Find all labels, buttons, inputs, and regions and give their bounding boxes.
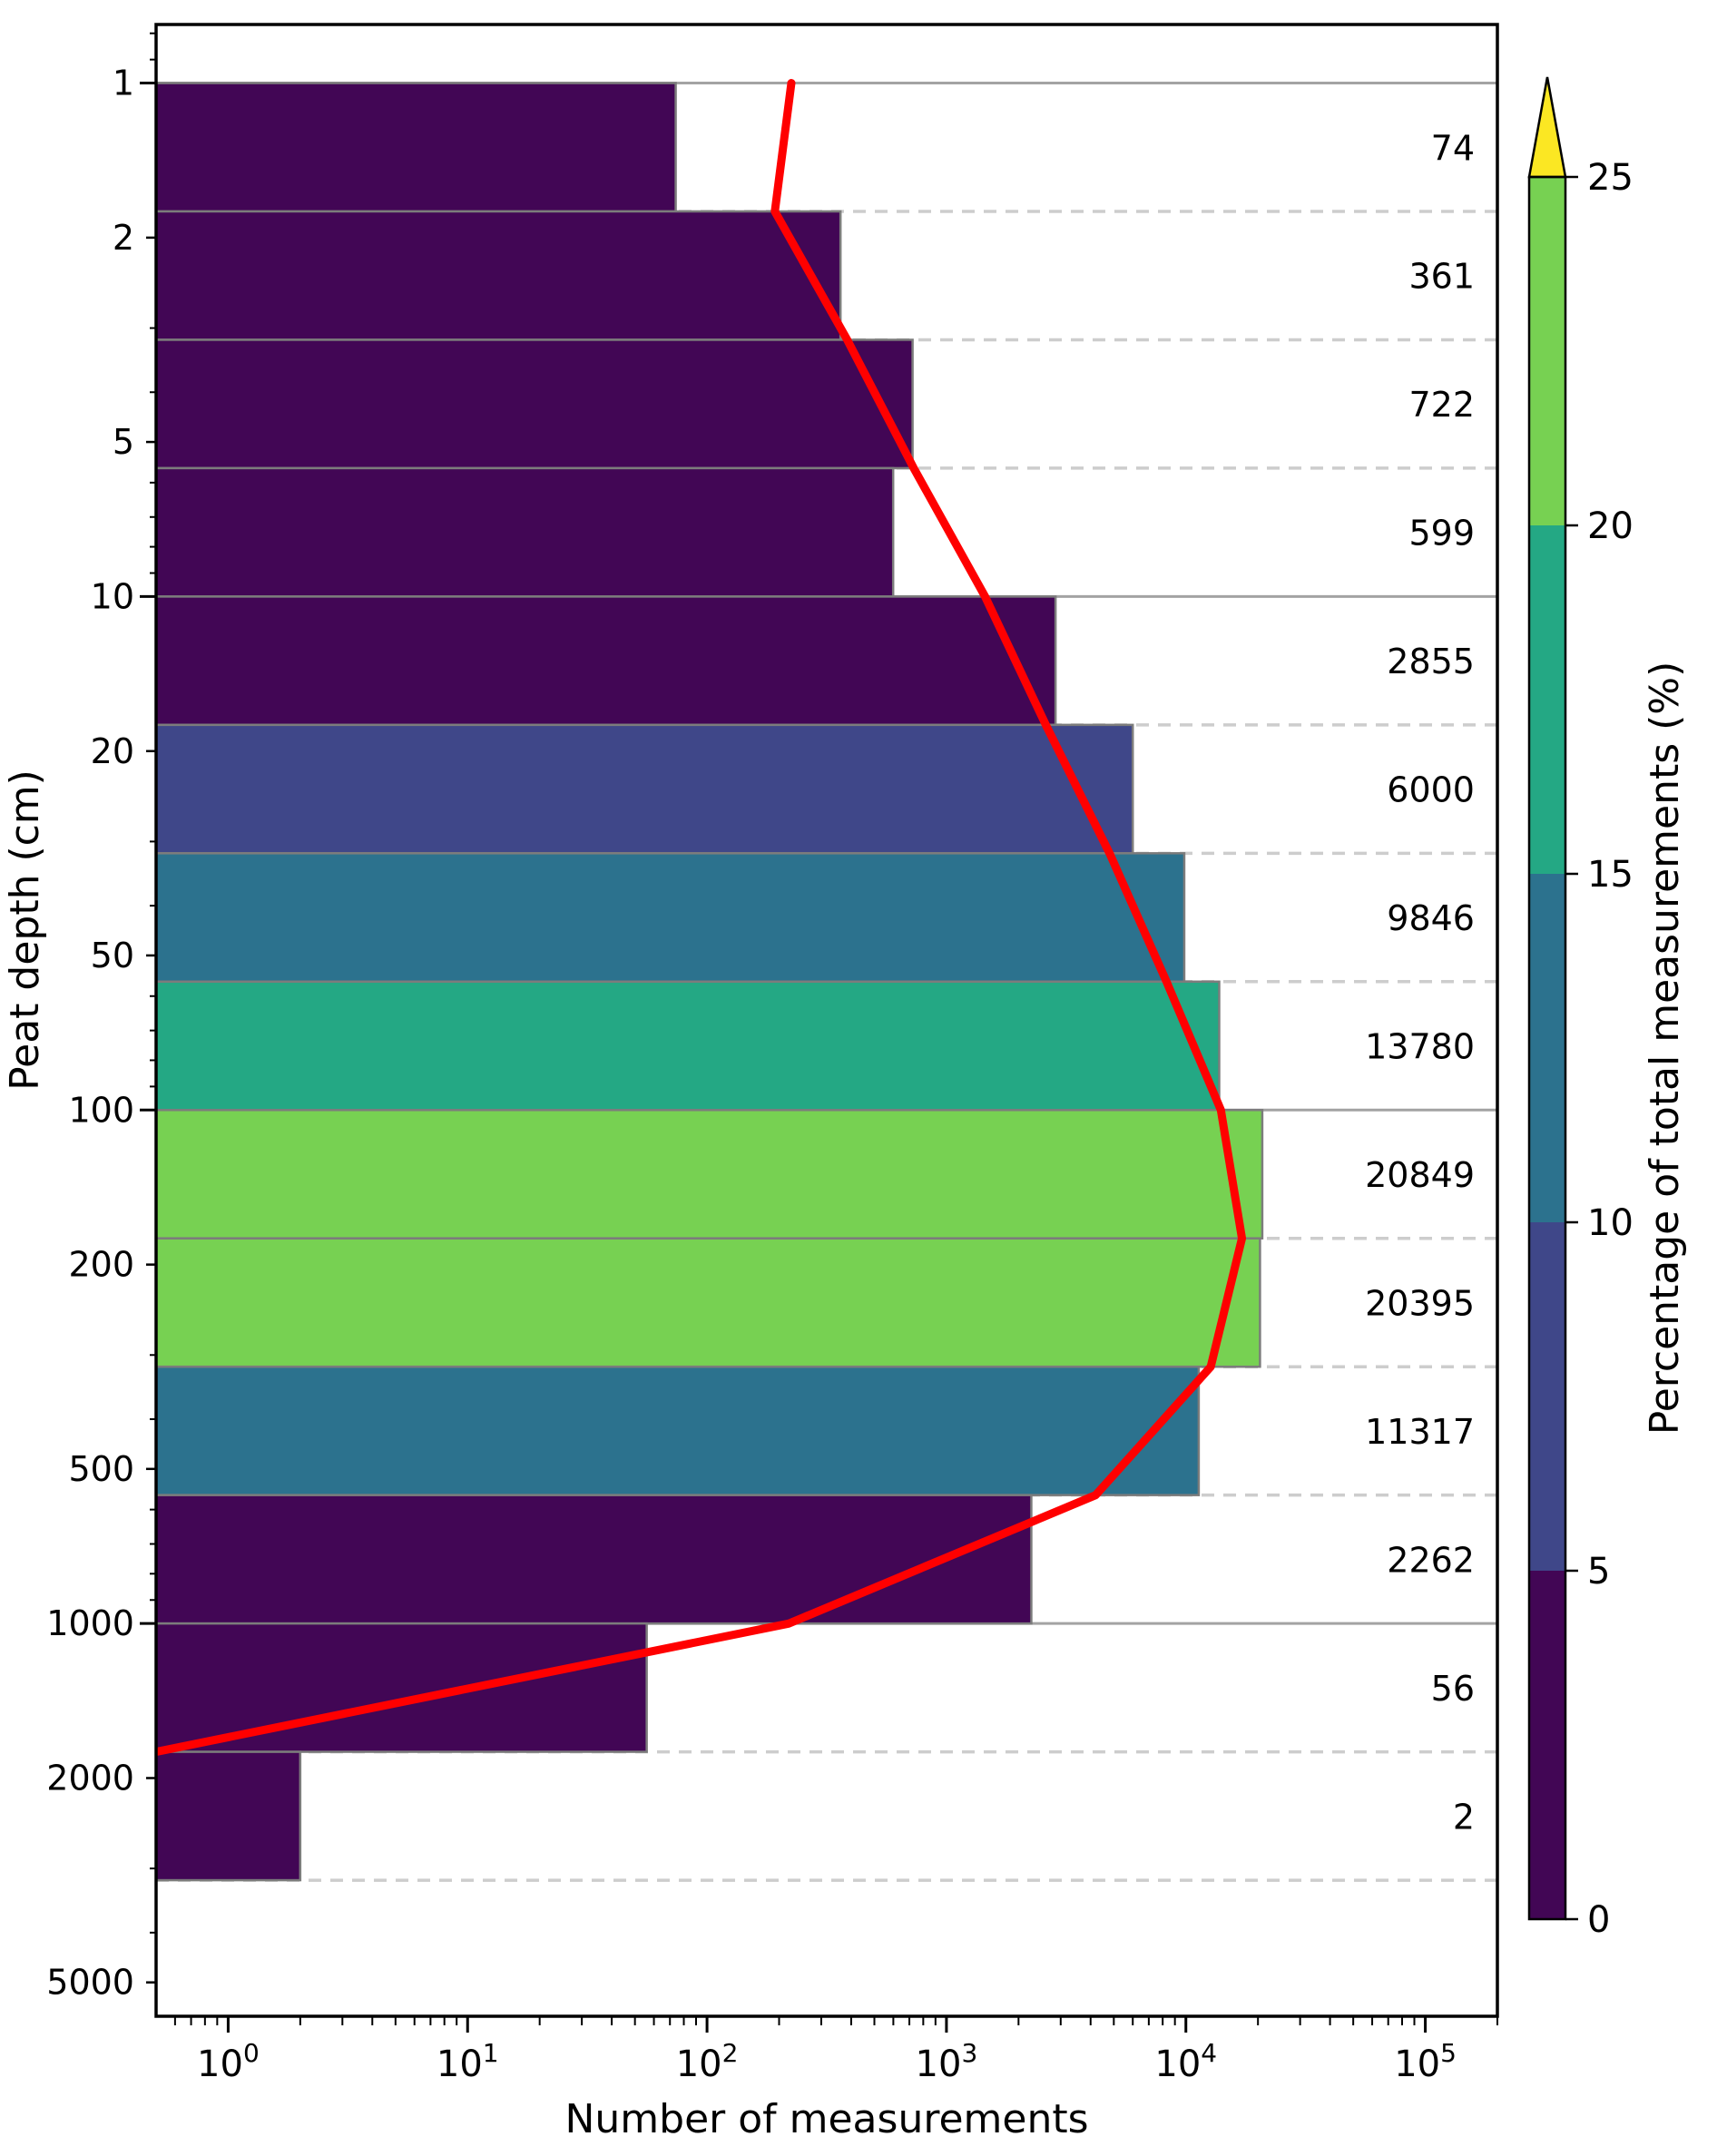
bar-value-label: 13780: [1365, 1027, 1475, 1067]
x-tick-label: 101: [437, 2038, 499, 2085]
bar-value-label: 74: [1431, 128, 1475, 168]
y-tick-label: 5000: [46, 1963, 134, 2003]
bar-value-labels: 74 361 722 599 2855 6000 9846 13780 20849 20395 11…: [1365, 128, 1475, 1837]
trend-line-layer: [156, 79, 1247, 1757]
histogram-bars: [154, 82, 1264, 1882]
colorbar-tick-label: 10: [1587, 1202, 1634, 1244]
bar-value-label: 599: [1408, 514, 1475, 554]
bar-value-label: 20849: [1365, 1155, 1475, 1195]
colorbar-tick-label: 25: [1587, 157, 1634, 199]
colorbar-segment: [1529, 525, 1565, 874]
x-tick-label: 105: [1394, 2038, 1457, 2085]
y-tick-label: 1000: [46, 1603, 134, 1643]
y-tick-label: 20: [91, 731, 134, 771]
y-tick-label: 2000: [46, 1758, 134, 1798]
bar: [154, 338, 914, 470]
y-tick-label: 10: [91, 576, 134, 616]
y-axis: 1 2 5 10 20 50 100 200 500 1000 2000 5000: [46, 32, 156, 2003]
bar: [154, 723, 1134, 855]
y-tick-label: 2: [113, 218, 134, 258]
bar: [154, 466, 895, 598]
colorbar-segment: [1529, 1571, 1565, 1919]
bar-value-label: 6000: [1387, 770, 1475, 810]
bar-value-label: 56: [1431, 1669, 1475, 1709]
y-tick-label: 50: [91, 936, 134, 975]
bar-value-label: 9846: [1387, 898, 1475, 938]
bar-value-label: 2: [1453, 1797, 1475, 1837]
bar: [154, 1750, 302, 1882]
bar-value-label: 20395: [1365, 1283, 1475, 1323]
y-tick-label: 5: [113, 422, 134, 462]
y-axis-title: Peat depth (cm): [2, 769, 48, 1091]
bar: [154, 210, 842, 341]
x-axis-title: Number of measurements: [564, 2096, 1088, 2142]
bar: [154, 1494, 1033, 1625]
colorbar-over-arrow: [1527, 76, 1567, 179]
x-tick-label: 104: [1154, 2038, 1217, 2085]
colorbar-segment: [1529, 874, 1565, 1222]
bar: [154, 1622, 648, 1753]
bar-value-label: 2855: [1387, 642, 1475, 681]
bar: [154, 852, 1186, 984]
colorbar-tick-label: 0: [1587, 1899, 1610, 1941]
colorbar-title: Percentage of total measurements (%): [1642, 662, 1688, 1436]
y-tick-label: 100: [68, 1090, 134, 1130]
trend-line: [156, 79, 1247, 1757]
colorbar-tick-label: 5: [1587, 1551, 1610, 1592]
bar: [154, 980, 1221, 1112]
x-axis: 100 101 102 103 104 105: [173, 2016, 1498, 2085]
y-tick-label: 200: [68, 1245, 134, 1285]
bar: [154, 82, 677, 213]
bar-value-label: 11317: [1365, 1412, 1475, 1452]
colorbar: 0 5 10 15 20 25: [1527, 76, 1634, 1941]
bar-value-label: 361: [1408, 257, 1475, 297]
bar: [154, 1109, 1264, 1240]
plot-frame: [154, 23, 1499, 2018]
x-tick-label: 102: [676, 2038, 739, 2085]
bar: [154, 1237, 1261, 1368]
colorbar-tick-label: 15: [1587, 854, 1634, 896]
bar: [154, 1365, 1201, 1496]
y-tick-label: 1: [113, 64, 134, 103]
colorbar-segment: [1529, 1222, 1565, 1571]
y-tick-label: 500: [68, 1449, 134, 1489]
bar-value-label: 2262: [1387, 1540, 1475, 1580]
x-tick-label: 100: [197, 2038, 260, 2085]
colorbar-frame: [1527, 175, 1567, 1921]
bar-value-label: 722: [1408, 385, 1475, 425]
colorbar-segment: [1529, 177, 1565, 525]
bar: [154, 595, 1057, 727]
x-tick-label: 103: [916, 2038, 978, 2085]
colorbar-tick-label: 20: [1587, 505, 1634, 547]
